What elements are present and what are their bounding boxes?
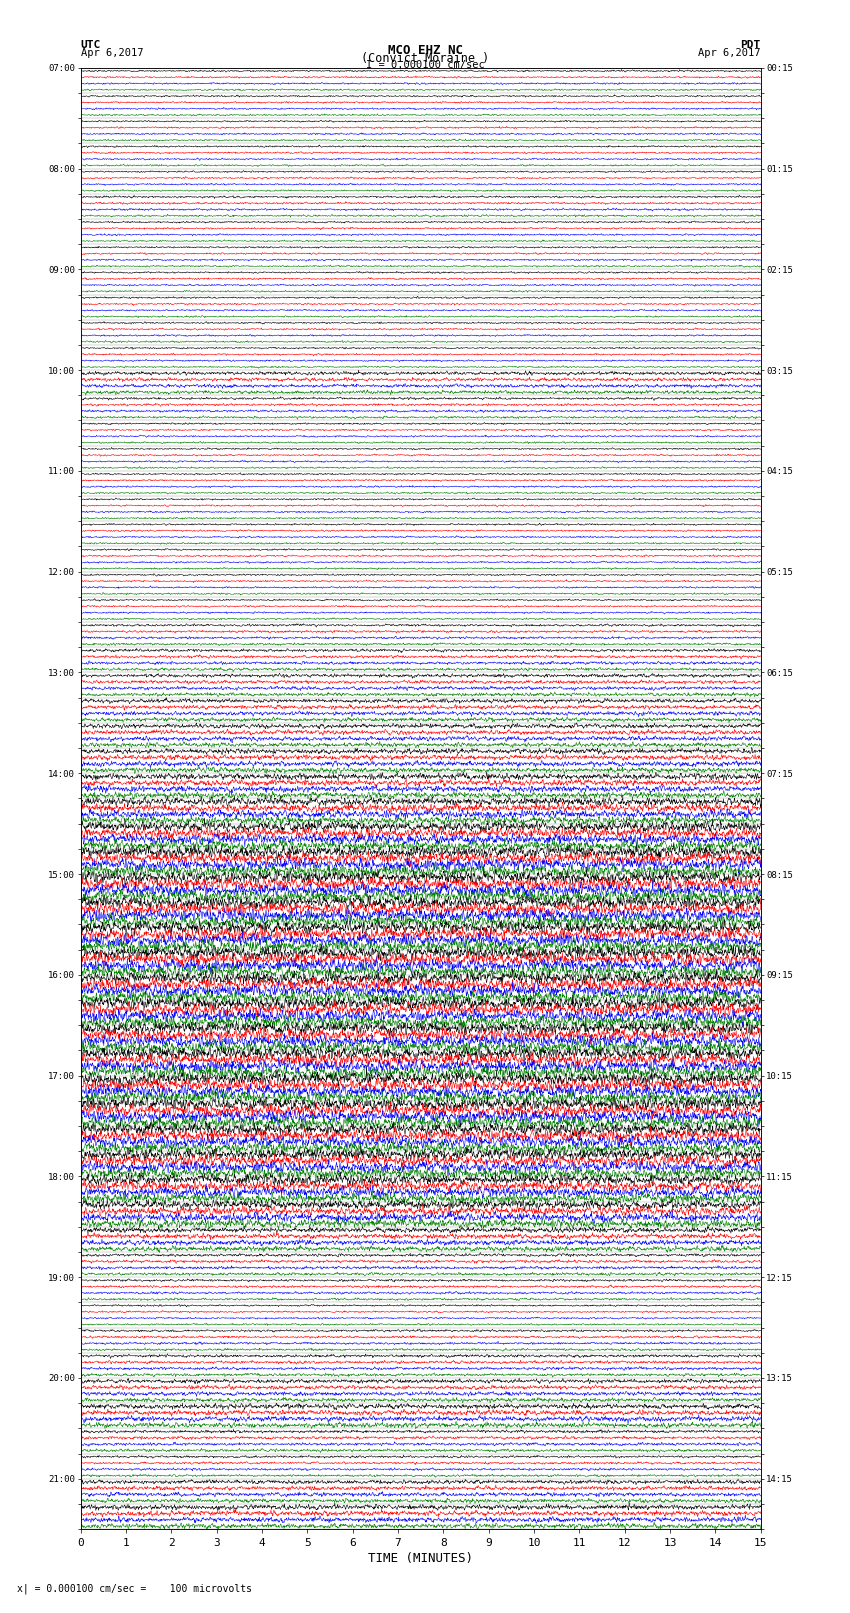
Text: I = 0.000100 cm/sec: I = 0.000100 cm/sec xyxy=(366,60,484,69)
Text: UTC: UTC xyxy=(81,39,101,50)
Text: (Convict Moraine ): (Convict Moraine ) xyxy=(361,52,489,65)
Text: PDT: PDT xyxy=(740,39,761,50)
Text: MCO EHZ NC: MCO EHZ NC xyxy=(388,44,462,58)
Text: Apr 6,2017: Apr 6,2017 xyxy=(81,48,144,58)
Text: x| = 0.000100 cm/sec =    100 microvolts: x| = 0.000100 cm/sec = 100 microvolts xyxy=(17,1582,252,1594)
X-axis label: TIME (MINUTES): TIME (MINUTES) xyxy=(368,1552,473,1565)
Text: Apr 6,2017: Apr 6,2017 xyxy=(698,48,761,58)
